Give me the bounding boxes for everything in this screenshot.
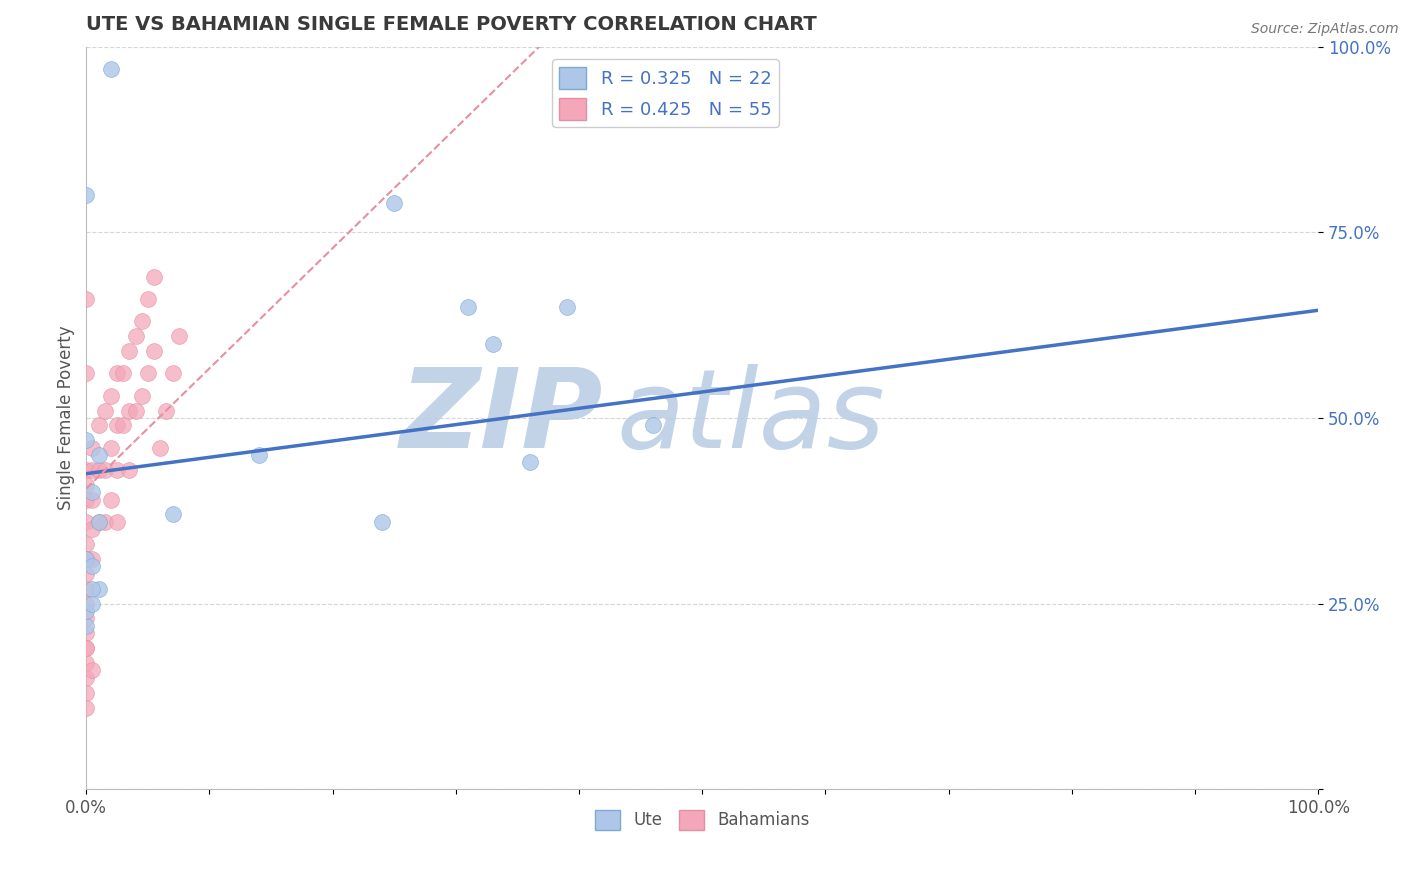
Point xyxy=(94,515,117,529)
Point xyxy=(382,195,405,210)
Point xyxy=(75,656,97,670)
Point xyxy=(87,418,110,433)
Point xyxy=(75,604,97,618)
Text: Source: ZipAtlas.com: Source: ZipAtlas.com xyxy=(1251,22,1399,37)
Point xyxy=(87,448,110,462)
Point xyxy=(105,515,128,529)
Point xyxy=(149,441,172,455)
Point xyxy=(105,418,128,433)
Point xyxy=(143,344,166,359)
Point xyxy=(87,515,110,529)
Point xyxy=(87,582,110,596)
Point xyxy=(457,300,479,314)
Point xyxy=(75,671,97,685)
Y-axis label: Single Female Poverty: Single Female Poverty xyxy=(58,326,75,510)
Point xyxy=(82,559,104,574)
Point xyxy=(82,582,104,596)
Point xyxy=(105,463,128,477)
Point xyxy=(118,344,141,359)
Point xyxy=(519,455,541,469)
Point xyxy=(75,611,97,625)
Point xyxy=(100,62,122,76)
Point xyxy=(124,329,146,343)
Point xyxy=(118,463,141,477)
Point xyxy=(155,403,177,417)
Point xyxy=(75,597,97,611)
Point xyxy=(143,269,166,284)
Point xyxy=(100,441,122,455)
Point xyxy=(136,367,159,381)
Point xyxy=(82,441,104,455)
Point xyxy=(75,566,97,581)
Point xyxy=(100,492,122,507)
Point xyxy=(82,552,104,566)
Point xyxy=(75,626,97,640)
Point xyxy=(112,418,135,433)
Point xyxy=(105,367,128,381)
Point xyxy=(131,314,153,328)
Point xyxy=(124,403,146,417)
Point xyxy=(82,485,104,500)
Point xyxy=(75,477,97,491)
Point xyxy=(75,641,97,656)
Legend: Ute, Bahamians: Ute, Bahamians xyxy=(588,803,817,837)
Point xyxy=(136,292,159,306)
Point xyxy=(75,641,97,656)
Point xyxy=(87,515,110,529)
Text: UTE VS BAHAMIAN SINGLE FEMALE POVERTY CORRELATION CHART: UTE VS BAHAMIAN SINGLE FEMALE POVERTY CO… xyxy=(86,15,817,34)
Point xyxy=(75,188,97,202)
Point xyxy=(94,463,117,477)
Point xyxy=(87,463,110,477)
Point xyxy=(82,597,104,611)
Point xyxy=(112,367,135,381)
Point xyxy=(75,434,97,448)
Point xyxy=(162,367,184,381)
Point xyxy=(94,403,117,417)
Point xyxy=(555,300,578,314)
Point xyxy=(82,492,104,507)
Point xyxy=(131,389,153,403)
Point xyxy=(75,537,97,551)
Point xyxy=(75,582,97,596)
Point xyxy=(167,329,190,343)
Point xyxy=(75,515,97,529)
Point xyxy=(75,700,97,714)
Point xyxy=(75,292,97,306)
Point xyxy=(118,403,141,417)
Point xyxy=(75,552,97,566)
Text: atlas: atlas xyxy=(616,365,884,472)
Point xyxy=(75,619,97,633)
Point xyxy=(371,515,394,529)
Point xyxy=(75,463,97,477)
Point xyxy=(482,336,505,351)
Point xyxy=(75,367,97,381)
Point xyxy=(247,448,270,462)
Point xyxy=(75,492,97,507)
Point xyxy=(75,686,97,700)
Point xyxy=(82,664,104,678)
Point xyxy=(82,463,104,477)
Point xyxy=(75,552,97,566)
Text: ZIP: ZIP xyxy=(401,365,603,472)
Point xyxy=(162,508,184,522)
Point xyxy=(641,418,664,433)
Point xyxy=(100,389,122,403)
Point xyxy=(82,522,104,536)
